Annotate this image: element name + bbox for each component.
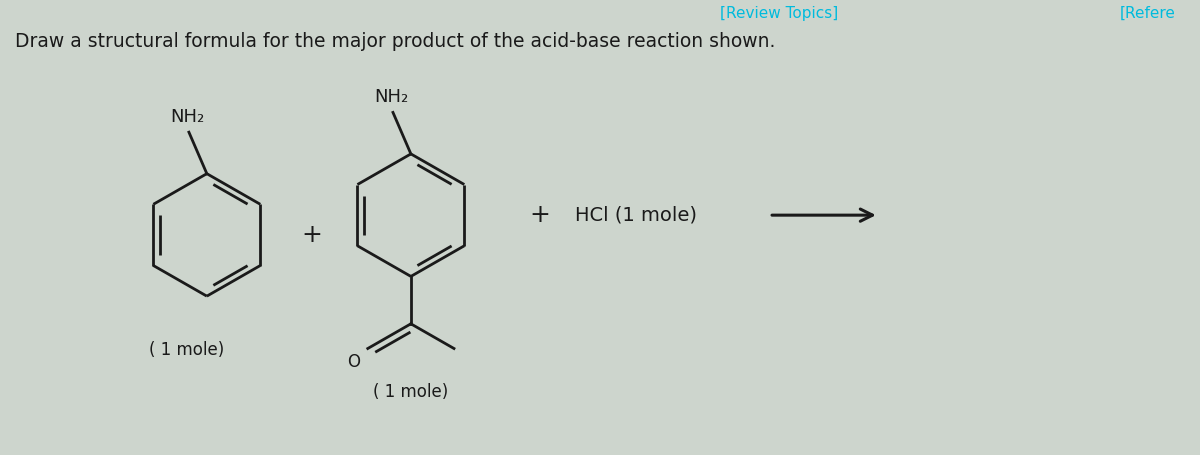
Text: NH₂: NH₂ (374, 88, 408, 106)
Text: ( 1 mole): ( 1 mole) (373, 383, 449, 401)
Text: O: O (347, 354, 360, 371)
Text: [Refere: [Refere (1120, 6, 1175, 21)
Text: ( 1 mole): ( 1 mole) (149, 341, 224, 359)
Text: HCl (1 mole): HCl (1 mole) (575, 206, 697, 225)
Text: [Review Topics]: [Review Topics] (720, 6, 839, 21)
Text: +: + (301, 223, 322, 247)
Text: NH₂: NH₂ (169, 108, 204, 126)
Text: +: + (530, 203, 551, 227)
Text: Draw a structural formula for the major product of the acid-base reaction shown.: Draw a structural formula for the major … (14, 32, 775, 51)
